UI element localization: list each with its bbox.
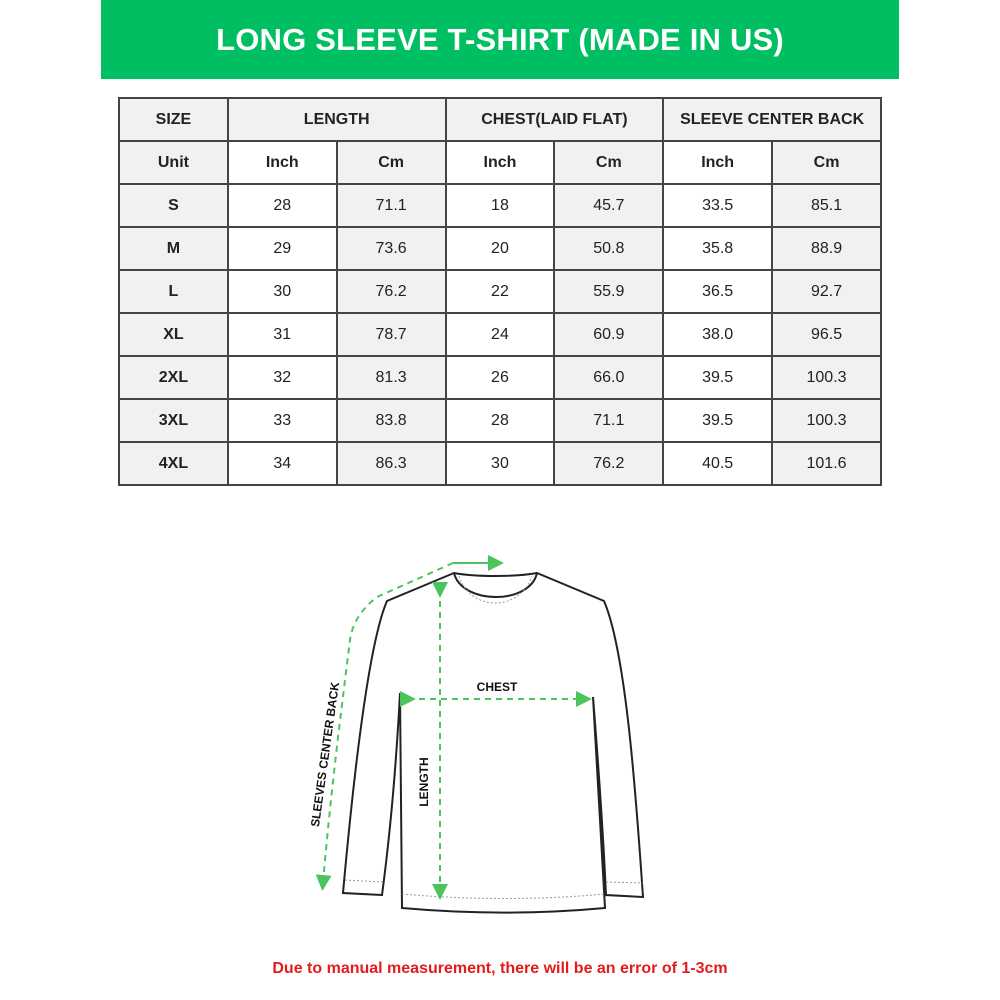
sleeve-label: SLEEVES CENTER BACK <box>308 681 342 828</box>
unit-cm: Cm <box>335 140 447 185</box>
size-row: M 29 73.6 20 50.8 35.8 88.9 <box>118 226 882 271</box>
unit-inch: Inch <box>444 140 556 185</box>
value-cell: 100.3 <box>771 398 882 443</box>
value-cell: 101.6 <box>771 441 882 486</box>
size-row: 2XL 32 81.3 26 66.0 39.5 100.3 <box>118 355 882 400</box>
unit-row: Unit Inch Cm Inch Cm Inch Cm <box>118 140 882 185</box>
value-cell: 45.7 <box>553 183 665 228</box>
value-cell: 76.2 <box>553 441 665 486</box>
size-cell: S <box>118 183 229 228</box>
page-title: LONG SLEEVE T-SHIRT (MADE IN US) <box>216 21 784 57</box>
value-cell: 34 <box>226 441 338 486</box>
value-cell: 20 <box>444 226 556 271</box>
value-cell: 92.7 <box>771 269 882 314</box>
value-cell: 24 <box>444 312 556 357</box>
unit-cm: Cm <box>771 140 882 185</box>
length-label: LENGTH <box>417 757 431 806</box>
shirt-outline <box>341 571 645 914</box>
measurement-note: Due to manual measurement, there will be… <box>272 960 728 977</box>
value-cell: 36.5 <box>662 269 774 314</box>
size-row: 4XL 34 86.3 30 76.2 40.5 101.6 <box>118 441 882 486</box>
value-cell: 33.5 <box>662 183 774 228</box>
value-cell: 66.0 <box>553 355 665 400</box>
value-cell: 96.5 <box>771 312 882 357</box>
value-cell: 55.9 <box>553 269 665 314</box>
size-cell: 4XL <box>118 441 229 486</box>
value-cell: 31 <box>226 312 338 357</box>
value-cell: 33 <box>226 398 338 443</box>
value-cell: 29 <box>226 226 338 271</box>
header-size: SIZE <box>118 97 229 142</box>
header-length: LENGTH <box>226 97 447 142</box>
value-cell: 86.3 <box>335 441 447 486</box>
unit-inch: Inch <box>226 140 338 185</box>
chest-label: CHEST <box>477 680 518 694</box>
shirt-diagram: CHEST LENGTH SLEEVES CENTER BACK <box>308 555 645 914</box>
value-cell: 26 <box>444 355 556 400</box>
size-row: XL 31 78.7 24 60.9 38.0 96.5 <box>118 312 882 357</box>
unit-cm: Cm <box>553 140 665 185</box>
value-cell: 88.9 <box>771 226 882 271</box>
value-cell: 83.8 <box>335 398 447 443</box>
value-cell: 30 <box>226 269 338 314</box>
size-cell: 3XL <box>118 398 229 443</box>
value-cell: 73.6 <box>335 226 447 271</box>
size-row: L 30 76.2 22 55.9 36.5 92.7 <box>118 269 882 314</box>
value-cell: 39.5 <box>662 355 774 400</box>
value-cell: 35.8 <box>662 226 774 271</box>
header-chest: CHEST(LAID FLAT) <box>444 97 665 142</box>
value-cell: 39.5 <box>662 398 774 443</box>
value-cell: 71.1 <box>553 398 665 443</box>
value-cell: 85.1 <box>771 183 882 228</box>
value-cell: 38.0 <box>662 312 774 357</box>
value-cell: 71.1 <box>335 183 447 228</box>
value-cell: 32 <box>226 355 338 400</box>
value-cell: 40.5 <box>662 441 774 486</box>
size-cell: M <box>118 226 229 271</box>
value-cell: 60.9 <box>553 312 665 357</box>
value-cell: 28 <box>226 183 338 228</box>
value-cell: 22 <box>444 269 556 314</box>
unit-label: Unit <box>118 140 229 185</box>
title-banner: LONG SLEEVE T-SHIRT (MADE IN US) <box>101 0 899 79</box>
header-row: SIZE LENGTH CHEST(LAID FLAT) SLEEVE CENT… <box>118 97 882 142</box>
size-cell: L <box>118 269 229 314</box>
size-chart-table: SIZE LENGTH CHEST(LAID FLAT) SLEEVE CENT… <box>118 97 882 486</box>
value-cell: 78.7 <box>335 312 447 357</box>
value-cell: 50.8 <box>553 226 665 271</box>
value-cell: 100.3 <box>771 355 882 400</box>
size-row: 3XL 33 83.8 28 71.1 39.5 100.3 <box>118 398 882 443</box>
value-cell: 18 <box>444 183 556 228</box>
value-cell: 81.3 <box>335 355 447 400</box>
value-cell: 30 <box>444 441 556 486</box>
header-sleeve: SLEEVE CENTER BACK <box>662 97 882 142</box>
unit-inch: Inch <box>662 140 774 185</box>
value-cell: 28 <box>444 398 556 443</box>
value-cell: 76.2 <box>335 269 447 314</box>
size-cell: XL <box>118 312 229 357</box>
size-row: S 28 71.1 18 45.7 33.5 85.1 <box>118 183 882 228</box>
size-cell: 2XL <box>118 355 229 400</box>
sleeve-arrow <box>315 562 497 891</box>
